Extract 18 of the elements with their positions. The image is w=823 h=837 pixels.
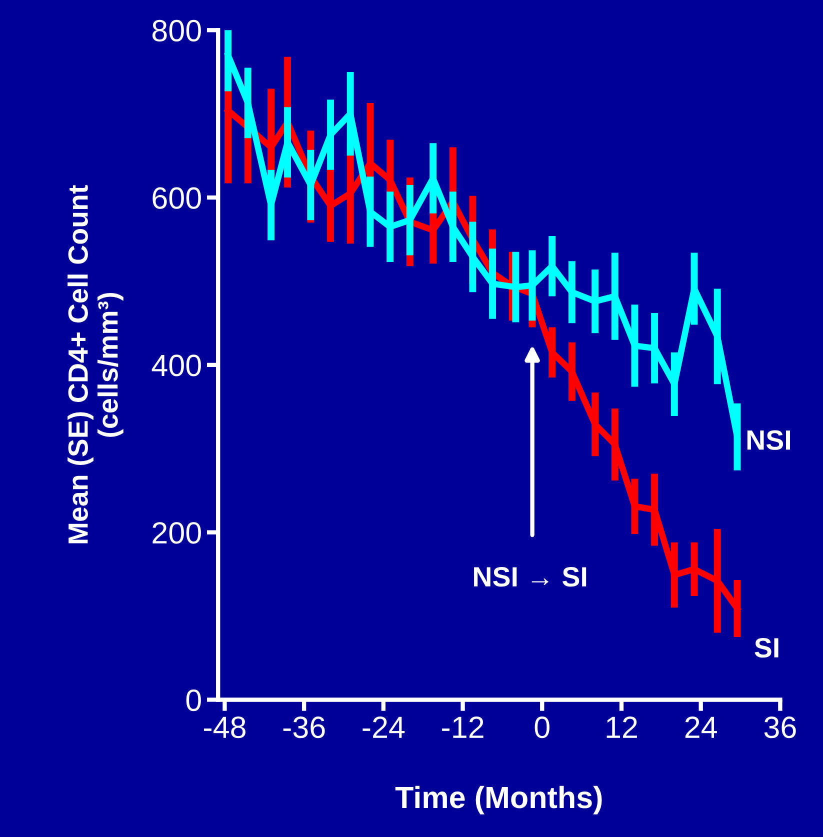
- annotation: NSI → SI: [474, 566, 586, 587]
- series-label: NSI: [747, 430, 790, 450]
- x-tick-label: 12: [606, 716, 637, 738]
- series-label: SI: [754, 638, 778, 658]
- y-tick-label: 0: [186, 689, 201, 712]
- x-tick-label: -12: [442, 716, 484, 738]
- y-axis-title: Mean (SE) CD4+ Cell Count (cells/mm³): [68, 185, 124, 544]
- x-tick-label: 36: [764, 716, 796, 738]
- y-tick-label: 800: [152, 20, 201, 42]
- x-tick-label: -36: [283, 716, 325, 738]
- x-tick-label: -24: [362, 716, 405, 738]
- y-tick-label: 400: [152, 354, 201, 376]
- x-tick-label: -48: [204, 716, 246, 738]
- y-tick-label: 600: [152, 187, 201, 209]
- y-tick-label: 200: [152, 522, 201, 544]
- x-tick-label: 0: [534, 716, 550, 738]
- x-axis-title: Time (Months): [395, 786, 602, 814]
- x-tick-label: 24: [685, 716, 717, 738]
